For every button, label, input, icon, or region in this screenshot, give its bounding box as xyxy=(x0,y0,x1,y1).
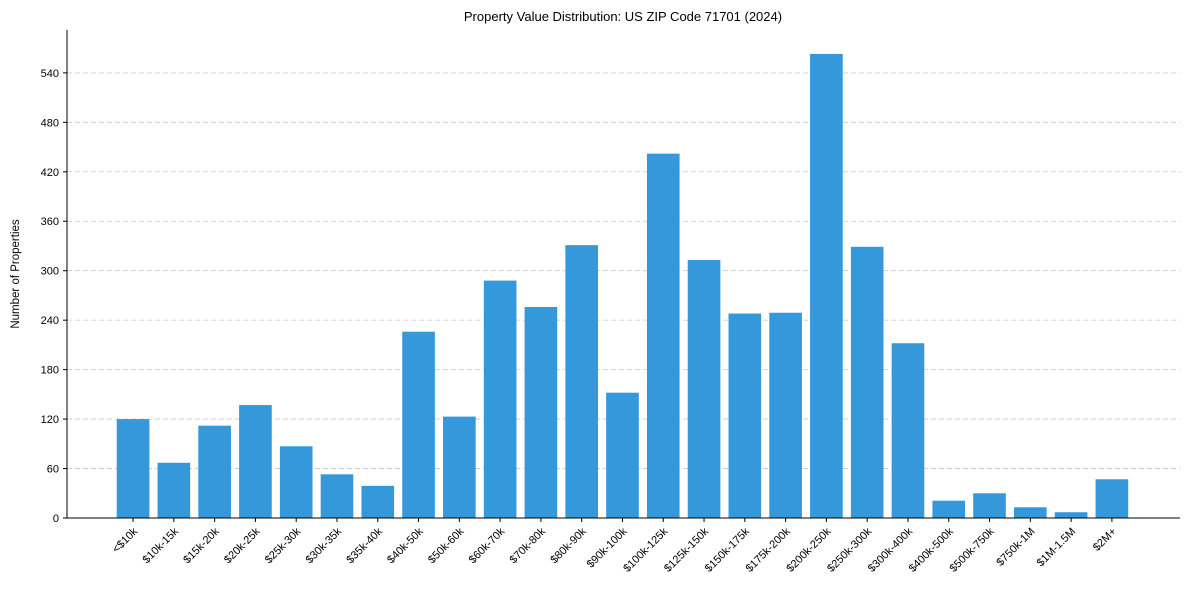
y-tick-label: 120 xyxy=(41,414,59,426)
y-axis-label: Number of Properties xyxy=(10,219,22,329)
bar xyxy=(483,280,517,518)
bar xyxy=(769,312,802,518)
bar xyxy=(157,462,191,518)
x-tick-label: $750k-1M xyxy=(994,526,1037,569)
bar xyxy=(320,474,354,518)
y-tick-label: 60 xyxy=(47,464,59,476)
bar xyxy=(361,485,395,518)
bar xyxy=(116,419,150,518)
x-tick-label: $1M-1.5M xyxy=(1035,526,1079,570)
bar xyxy=(810,53,843,519)
chart-title: Property Value Distribution: US ZIP Code… xyxy=(464,9,782,24)
x-tick-label: $2M+ xyxy=(1091,526,1119,554)
bar xyxy=(443,416,476,518)
x-tick-label: $35k-40k xyxy=(344,525,385,566)
x-tick-label: $30k-35k xyxy=(304,525,345,566)
x-tick-label: $40k-50k xyxy=(385,525,426,566)
x-tick-label: $80k-90k xyxy=(548,525,589,566)
bar xyxy=(932,500,966,518)
bar xyxy=(606,392,639,518)
x-tick-label: <$10k xyxy=(110,525,140,555)
bar xyxy=(279,446,313,518)
y-tick-label: 240 xyxy=(41,315,59,327)
bar xyxy=(973,493,1006,518)
y-tick-label: 480 xyxy=(41,117,59,129)
bar xyxy=(891,343,925,518)
bar xyxy=(524,306,558,518)
y-tick-label: 540 xyxy=(41,68,59,80)
x-tick-label: $15k-20k xyxy=(181,525,222,566)
bar xyxy=(565,245,599,518)
y-tick-label: 300 xyxy=(41,266,59,278)
bar xyxy=(728,313,762,518)
x-tick-label: $500k-750k xyxy=(948,525,997,574)
bar xyxy=(646,153,680,518)
x-tick-label: $25k-30k xyxy=(263,525,304,566)
y-tick-label: 0 xyxy=(53,513,59,525)
x-tick-label: $50k-60k xyxy=(426,525,467,566)
bar xyxy=(239,405,272,518)
bar xyxy=(402,331,435,518)
bar xyxy=(1095,479,1129,518)
y-tick-label: 180 xyxy=(41,365,59,377)
y-tick-label: 360 xyxy=(41,216,59,228)
y-tick-label: 420 xyxy=(41,167,59,179)
x-tick-label: $70k-80k xyxy=(508,525,549,566)
x-tick-label: $60k-70k xyxy=(467,525,508,566)
bar xyxy=(1014,507,1047,518)
x-tick-label: $20k-25k xyxy=(222,525,263,566)
bar xyxy=(1054,512,1088,518)
bar xyxy=(850,246,884,518)
bar xyxy=(198,425,231,518)
bar xyxy=(687,259,721,518)
x-tick-label: $10k-15k xyxy=(140,525,181,566)
